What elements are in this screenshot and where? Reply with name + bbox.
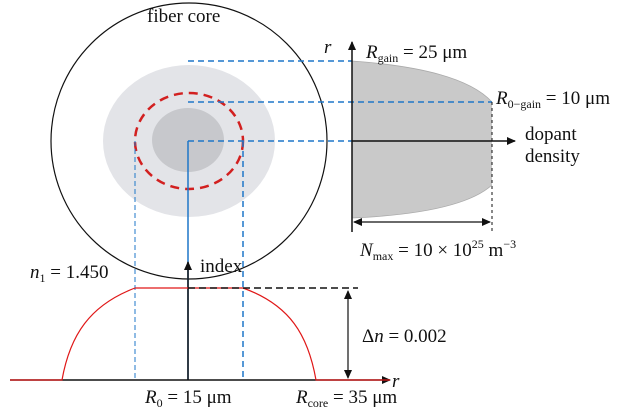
r-axis-label: r [324,37,332,58]
dopant-label-line1: dopant [525,124,577,145]
inner-core-region [152,108,224,172]
dopant-profile-top-edge [351,60,493,103]
rcore-label: Rcore = 35 μm [295,387,397,410]
nmax-label: Nmax = 10 × 1025 m−3 [359,237,516,263]
delta-n-label: Δn = 0.002 [362,326,447,347]
r0-gain-label: R0−gain = 10 μm [495,88,610,111]
r-axis-bottom-label: r [392,371,400,392]
dopant-profile-bottom-edge [351,184,493,219]
r-gain-label: Rgain = 25 μm [365,42,467,65]
refractive-index-curve [10,287,390,381]
dopant-profile-area [352,61,492,218]
n1-label: n1 = 1.450 [30,262,108,285]
dopant-label-line2: density [525,146,580,167]
index-label: index [200,256,243,277]
r0-label: R0 = 15 μm [144,387,232,410]
fiber-core-label: fiber core [147,6,220,27]
